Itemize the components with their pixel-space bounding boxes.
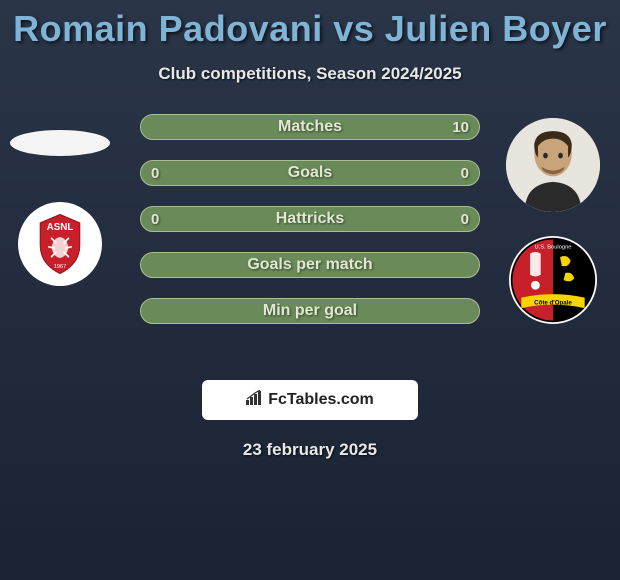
stat-label: Goals per match <box>247 256 372 274</box>
stat-row-gpm: Goals per match <box>140 252 480 278</box>
stat-row-mpg: Min per goal <box>140 298 480 324</box>
boulogne-logo-icon: Côte d'Opale U.S. Boulogne <box>509 236 597 324</box>
page-title: Romain Padovani vs Julien Boyer <box>13 8 607 50</box>
stat-left-value: 0 <box>151 211 159 228</box>
svg-text:Côte d'Opale: Côte d'Opale <box>534 300 572 307</box>
player-avatar-placeholder <box>10 130 110 156</box>
right-player-column: Côte d'Opale U.S. Boulogne <box>506 114 600 324</box>
date-label: 23 february 2025 <box>243 440 377 460</box>
right-club-badge: Côte d'Opale U.S. Boulogne <box>509 236 597 324</box>
stat-row-matches: Matches 10 <box>140 114 480 140</box>
site-label: FcTables.com <box>268 391 374 409</box>
stat-row-hattricks: 0 Hattricks 0 <box>140 206 480 232</box>
stat-left-value: 0 <box>151 165 159 182</box>
left-club-badge: ASNL 1967 <box>18 202 102 286</box>
avatar-icon <box>506 118 600 212</box>
stat-right-value: 10 <box>452 119 469 136</box>
svg-text:1967: 1967 <box>54 264 66 270</box>
stat-row-goals: 0 Goals 0 <box>140 160 480 186</box>
comparison-card: Romain Padovani vs Julien Boyer Club com… <box>0 0 620 460</box>
stat-label: Goals <box>288 164 332 182</box>
asnl-logo-icon: ASNL 1967 <box>25 209 95 279</box>
stat-right-value: 0 <box>461 165 469 182</box>
svg-text:ASNL: ASNL <box>47 222 74 233</box>
svg-text:U.S. Boulogne: U.S. Boulogne <box>535 244 572 250</box>
stat-label: Min per goal <box>263 302 357 320</box>
left-player-column: ASNL 1967 <box>10 114 110 286</box>
site-badge[interactable]: FcTables.com <box>202 380 418 420</box>
stat-rows: Matches 10 0 Goals 0 0 Hattricks 0 Goals… <box>140 114 480 324</box>
stat-right-value: 0 <box>461 211 469 228</box>
chart-icon <box>246 390 264 411</box>
player-avatar <box>506 118 600 212</box>
stat-label: Matches <box>278 118 342 136</box>
page-subtitle: Club competitions, Season 2024/2025 <box>158 64 461 84</box>
stat-label: Hattricks <box>276 210 344 228</box>
stats-area: ASNL 1967 <box>0 114 620 354</box>
